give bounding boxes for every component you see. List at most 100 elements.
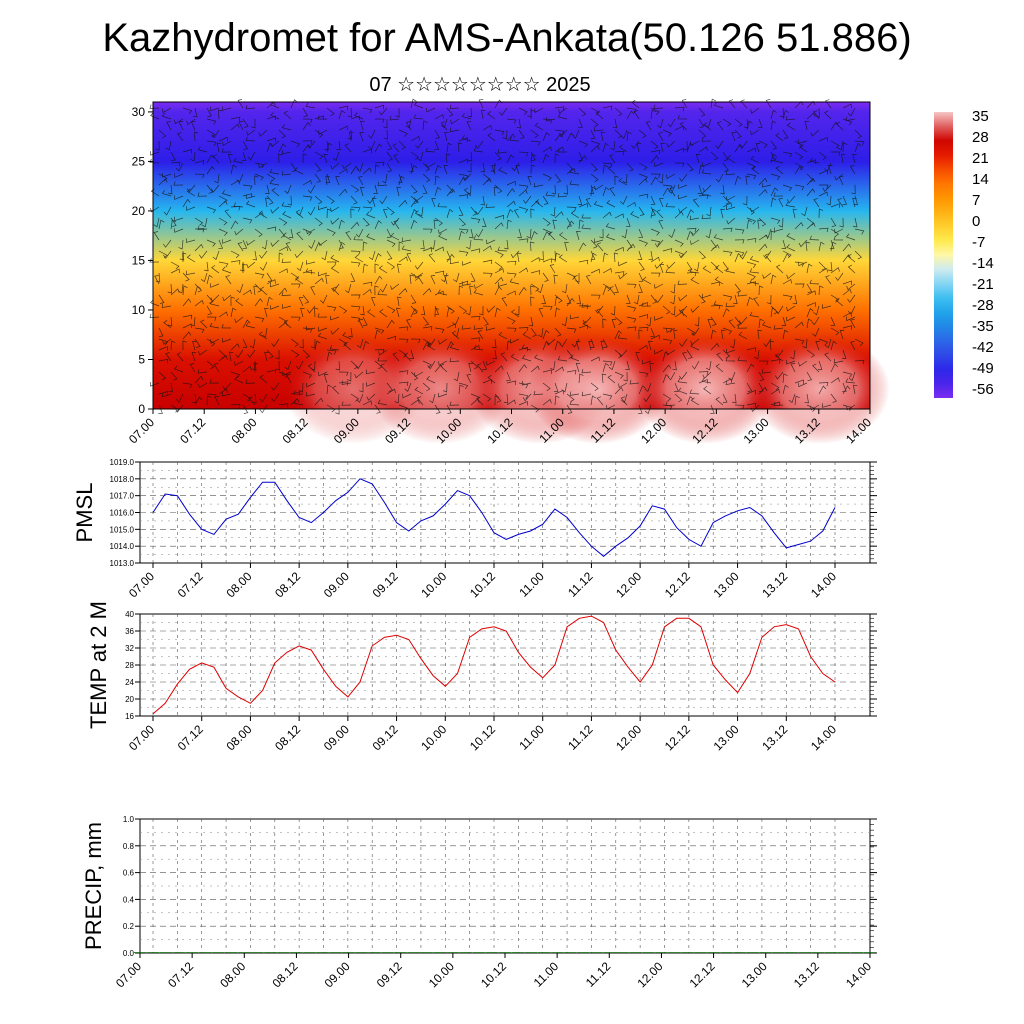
wind-barb (824, 352, 832, 362)
wind-barb (552, 219, 557, 230)
wind-barb (209, 322, 220, 329)
wind-barb (383, 129, 388, 140)
wind-barb (494, 250, 504, 258)
wind-barb (346, 371, 352, 382)
wind-barb (168, 184, 173, 195)
wind-barb (626, 217, 631, 227)
wind-barb (657, 118, 664, 129)
wind-barb (530, 231, 538, 241)
wind-barb (569, 391, 580, 396)
wind-barb (703, 386, 712, 395)
x-tick-label: 08.00 (217, 959, 248, 990)
wind-barb (230, 296, 235, 306)
wind-barb (259, 374, 268, 384)
precip-bar (251, 952, 264, 953)
wind-barb (737, 292, 748, 297)
wind-barb (302, 153, 308, 164)
wind-barb (434, 175, 440, 186)
wind-barb (254, 175, 259, 186)
wind-barb (581, 214, 591, 219)
wind-barb (230, 179, 240, 186)
wind-barb (170, 219, 177, 230)
wind-barb (377, 399, 388, 406)
x-tick-label: 13.12 (791, 959, 822, 990)
wind-barb (330, 206, 340, 213)
wind-barb (498, 167, 508, 175)
wind-barb (792, 208, 798, 219)
wind-barb (254, 298, 263, 307)
wind-barb (770, 109, 777, 120)
wind-barb (438, 228, 448, 234)
wind-barb (602, 360, 613, 366)
wind-barb (163, 320, 172, 329)
wind-barb (409, 162, 414, 173)
wind-barb (503, 393, 509, 404)
wind-barb (670, 294, 676, 305)
wind-barb (458, 137, 468, 142)
wind-barb (278, 268, 288, 274)
wind-barb (854, 129, 862, 139)
wind-barb (761, 183, 772, 188)
wind-barb (386, 151, 393, 161)
wind-barb (614, 271, 625, 276)
x-tick-label: 07.12 (175, 569, 206, 600)
wind-barb (242, 118, 249, 128)
wind-barb (281, 291, 292, 297)
wind-barb (781, 239, 787, 249)
wind-barb (846, 404, 856, 411)
wind-barb (359, 383, 364, 393)
wind-barb (750, 107, 760, 114)
wind-barb (173, 365, 184, 373)
wind-barb (590, 252, 597, 263)
wind-barb (430, 275, 436, 285)
wind-barb (542, 153, 550, 164)
wind-barb (813, 110, 820, 120)
wind-barb (749, 311, 760, 318)
wind-barb (781, 316, 787, 326)
wind-barb (841, 153, 846, 164)
wind-barb (197, 369, 208, 374)
wind-barb (302, 371, 312, 379)
wind-barb (425, 147, 436, 153)
wind-barb (482, 259, 493, 265)
wind-barb (252, 360, 257, 371)
x-tick-label: 13.12 (759, 722, 790, 753)
x-tick-label: 12.12 (687, 959, 718, 990)
wind-barb (786, 195, 796, 204)
wind-barb (558, 254, 568, 263)
wind-barb (824, 338, 832, 349)
wind-barb (230, 404, 241, 409)
wind-barb (695, 154, 701, 164)
y-tick-label: 30 (132, 105, 146, 119)
wind-barb (296, 261, 304, 272)
wind-barb (506, 371, 511, 381)
wind-barb (601, 373, 607, 384)
wind-barb (805, 241, 810, 252)
wind-barb (494, 268, 504, 274)
wind-barb (662, 327, 673, 333)
wind-barb (566, 167, 576, 175)
precip-bar (864, 952, 876, 953)
wind-barb (266, 173, 276, 182)
wind-barb (469, 228, 474, 239)
wind-barb (590, 118, 599, 128)
wind-barb (467, 107, 472, 118)
wind-barb (830, 140, 840, 149)
wind-barb (749, 268, 760, 274)
wind-barb (818, 261, 826, 271)
wind-barb (818, 241, 825, 252)
wind-barb (621, 228, 628, 239)
wind-barb (386, 140, 393, 150)
wind-barb (246, 239, 256, 246)
wind-barb (738, 331, 748, 340)
wind-barb (648, 340, 653, 351)
wind-barb (557, 193, 568, 198)
wind-barb (542, 305, 553, 311)
wind-barb (222, 338, 232, 343)
wind-barb (162, 173, 172, 178)
wind-barb (596, 242, 604, 252)
wind-barb (410, 209, 418, 219)
wind-barb (179, 250, 185, 261)
wind-barb (666, 261, 676, 269)
wind-barb (701, 377, 712, 384)
